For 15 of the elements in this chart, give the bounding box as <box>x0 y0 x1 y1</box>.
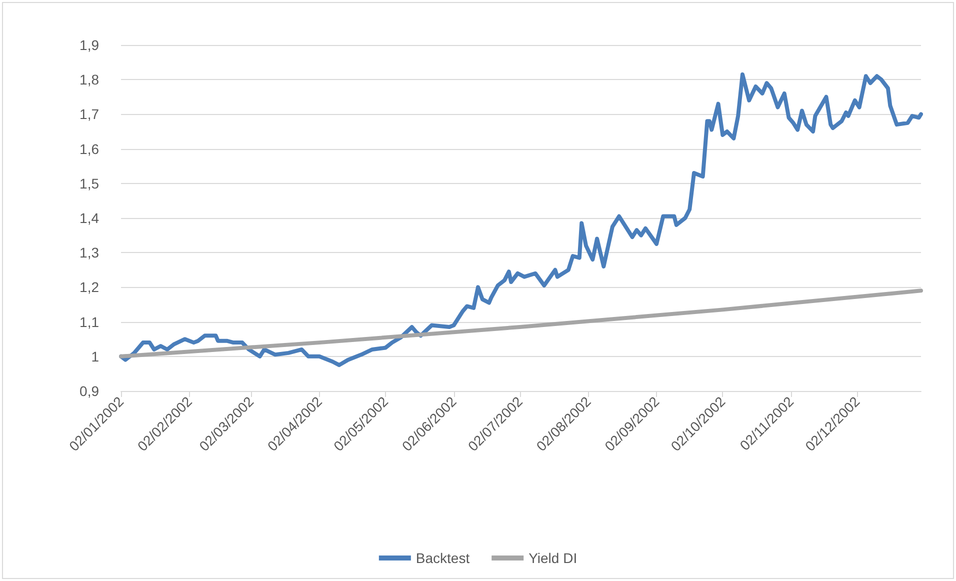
legend-label: Yield DI <box>528 550 578 566</box>
legend-label: Backtest <box>416 550 470 566</box>
y-tick-label: 1,3 <box>80 244 100 261</box>
y-tick-label: 1,7 <box>80 106 100 122</box>
line-series <box>119 72 923 368</box>
y-tick-label: 1,9 <box>80 37 100 53</box>
y-tick-label: 1,5 <box>80 175 100 192</box>
y-tick-label: 1,1 <box>80 314 100 330</box>
y-tick-label: 1,8 <box>80 72 100 88</box>
y-tick-label: 0,9 <box>80 383 100 399</box>
y-tick-label: 1,6 <box>80 140 100 157</box>
y-tick-label: 1,4 <box>80 210 100 226</box>
line-series <box>119 288 923 358</box>
y-tick-label: 1,2 <box>80 279 100 296</box>
y-tick-label: 1 <box>91 348 100 364</box>
